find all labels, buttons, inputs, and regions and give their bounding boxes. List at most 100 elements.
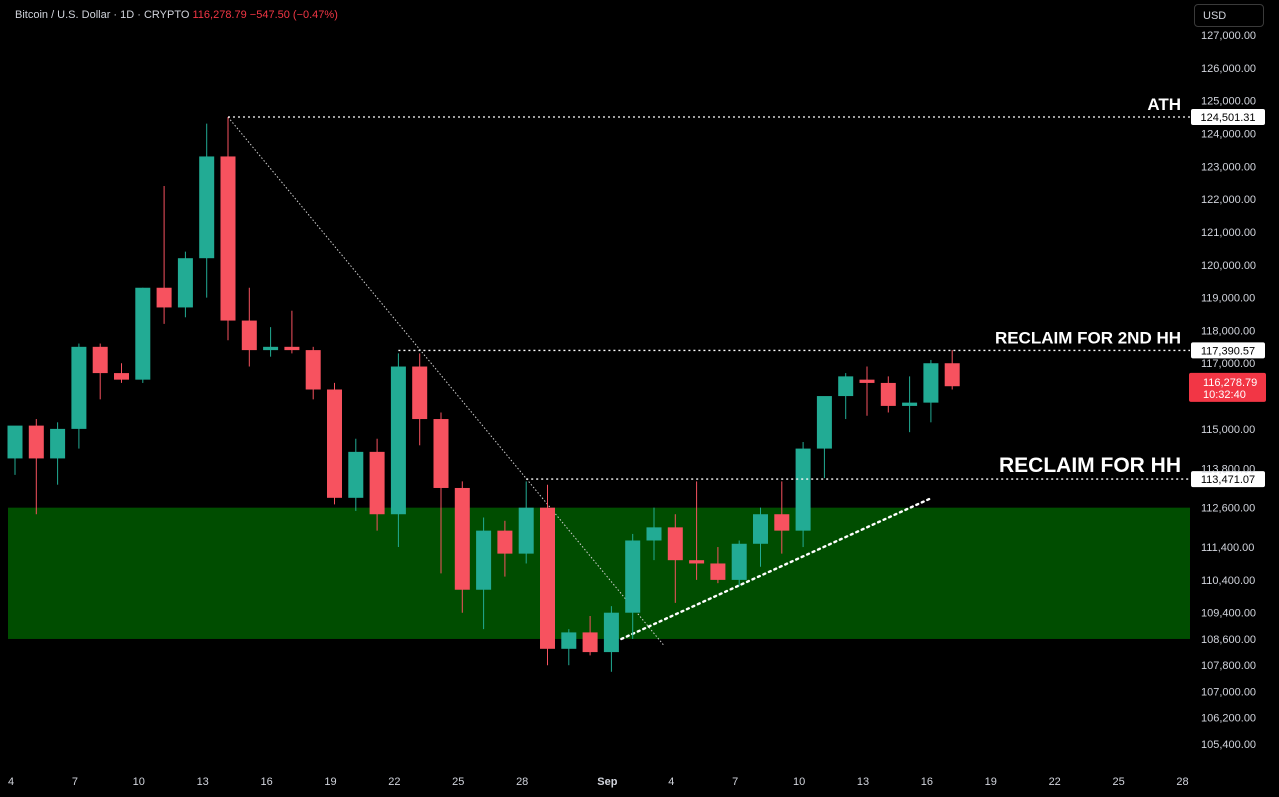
current-price-tag	[1189, 372, 1266, 402]
candle[interactable]	[369, 438, 385, 531]
candle[interactable]	[838, 373, 854, 420]
candle[interactable]	[859, 366, 875, 416]
candle-countdown: 10:32:40	[1203, 389, 1246, 401]
candle[interactable]	[114, 363, 129, 383]
candle[interactable]	[454, 481, 470, 613]
candle[interactable]	[28, 419, 44, 515]
support-zone	[8, 507, 1190, 639]
candle-body	[540, 507, 555, 649]
reclaim-2nd-hh-price-value: 117,390.57	[1201, 345, 1255, 357]
y-tick-label: 107,000.00	[1201, 686, 1256, 698]
candle-body	[135, 287, 151, 380]
candle[interactable]	[816, 396, 832, 479]
x-tick-label: 10	[133, 776, 145, 788]
candle[interactable]	[156, 185, 172, 324]
candle-body	[518, 507, 534, 554]
candle[interactable]	[880, 376, 896, 413]
candle[interactable]	[540, 484, 555, 666]
candle[interactable]	[561, 629, 577, 666]
candle[interactable]	[199, 123, 215, 298]
candle[interactable]	[731, 540, 747, 587]
ath-price-tag	[1191, 109, 1265, 126]
candle[interactable]	[625, 533, 641, 639]
candle[interactable]	[753, 507, 768, 567]
x-tick-label: 16	[260, 776, 272, 788]
candle[interactable]	[497, 520, 513, 577]
reclaim-hh-price-value: 113,471.07	[1201, 474, 1255, 486]
candle-body	[561, 632, 577, 649]
x-tick-label: 25	[452, 776, 464, 788]
x-tick-label: 4	[668, 776, 674, 788]
candle[interactable]	[50, 422, 66, 485]
candle[interactable]	[284, 310, 300, 354]
candle-body	[859, 379, 875, 383]
candle-body	[177, 258, 193, 308]
candle[interactable]	[220, 117, 236, 341]
y-tick-label: 115,000.00	[1201, 424, 1255, 436]
candle[interactable]	[92, 343, 108, 400]
y-tick-label: 124,000.00	[1201, 128, 1256, 140]
candle[interactable]	[71, 343, 87, 449]
reclaim-hh-price-tag	[1191, 471, 1265, 488]
candle-body	[348, 451, 364, 498]
candle[interactable]	[433, 412, 449, 574]
candle-body	[923, 363, 939, 403]
candle-body	[625, 540, 641, 613]
candle[interactable]	[603, 606, 619, 672]
candle[interactable]	[241, 287, 257, 367]
reclaim-2nd-hh-label: RECLAIM FOR 2ND HH	[995, 328, 1181, 347]
candle-body	[156, 287, 172, 308]
candle-body	[220, 156, 236, 321]
candle[interactable]	[582, 615, 598, 656]
candle-body	[646, 527, 662, 541]
candle[interactable]	[710, 547, 726, 584]
candle[interactable]	[902, 376, 918, 433]
candle[interactable]	[263, 327, 279, 357]
candle[interactable]	[327, 382, 342, 505]
last-price: 116,278.79	[192, 9, 247, 21]
y-tick-label: 122,000.00	[1201, 194, 1256, 206]
candle[interactable]	[795, 442, 811, 548]
candle[interactable]	[177, 251, 193, 318]
y-tick-label: 110,400.00	[1201, 575, 1255, 587]
x-tick-label: 13	[197, 776, 209, 788]
candle[interactable]	[923, 359, 939, 423]
candle-body	[753, 514, 768, 544]
candle[interactable]	[348, 438, 364, 511]
x-tick-label: 10	[793, 776, 805, 788]
candle[interactable]	[646, 507, 662, 561]
candle-body	[390, 366, 406, 515]
candle-body	[816, 396, 832, 449]
candle[interactable]	[944, 350, 960, 390]
candle-body	[667, 527, 683, 561]
y-tick-label: 125,000.00	[1201, 96, 1256, 108]
candle[interactable]	[689, 481, 705, 580]
candle[interactable]	[667, 514, 683, 603]
candle-body	[263, 346, 279, 351]
x-tick-label: 19	[985, 776, 997, 788]
y-tick-label: 120,000.00	[1201, 260, 1256, 272]
x-tick-label: 28	[1176, 776, 1188, 788]
candle-body	[944, 363, 960, 387]
y-tick-label: 113,800.00	[1201, 463, 1255, 475]
candle[interactable]	[476, 517, 492, 630]
candle-body	[774, 514, 790, 531]
x-tick-label: 22	[1049, 776, 1061, 788]
candle[interactable]	[774, 481, 790, 554]
chart-header: Bitcoin / U.S. Dollar · 1D · CRYPTO 116,…	[15, 9, 338, 21]
currency-button[interactable]: USD	[1194, 4, 1264, 27]
reclaim-2nd-hh-price-tag	[1191, 342, 1265, 359]
x-tick-label: 28	[516, 776, 528, 788]
candle[interactable]	[7, 425, 23, 475]
candle-body	[199, 156, 215, 259]
x-tick-label: Sep	[597, 776, 617, 788]
candle-body	[71, 346, 87, 429]
candle[interactable]	[390, 353, 406, 548]
candle-body	[28, 425, 44, 459]
y-tick-label: 127,000.00	[1201, 30, 1256, 42]
candle[interactable]	[412, 353, 428, 446]
candle[interactable]	[305, 346, 321, 400]
candle[interactable]	[518, 481, 534, 564]
candle[interactable]	[135, 287, 151, 383]
